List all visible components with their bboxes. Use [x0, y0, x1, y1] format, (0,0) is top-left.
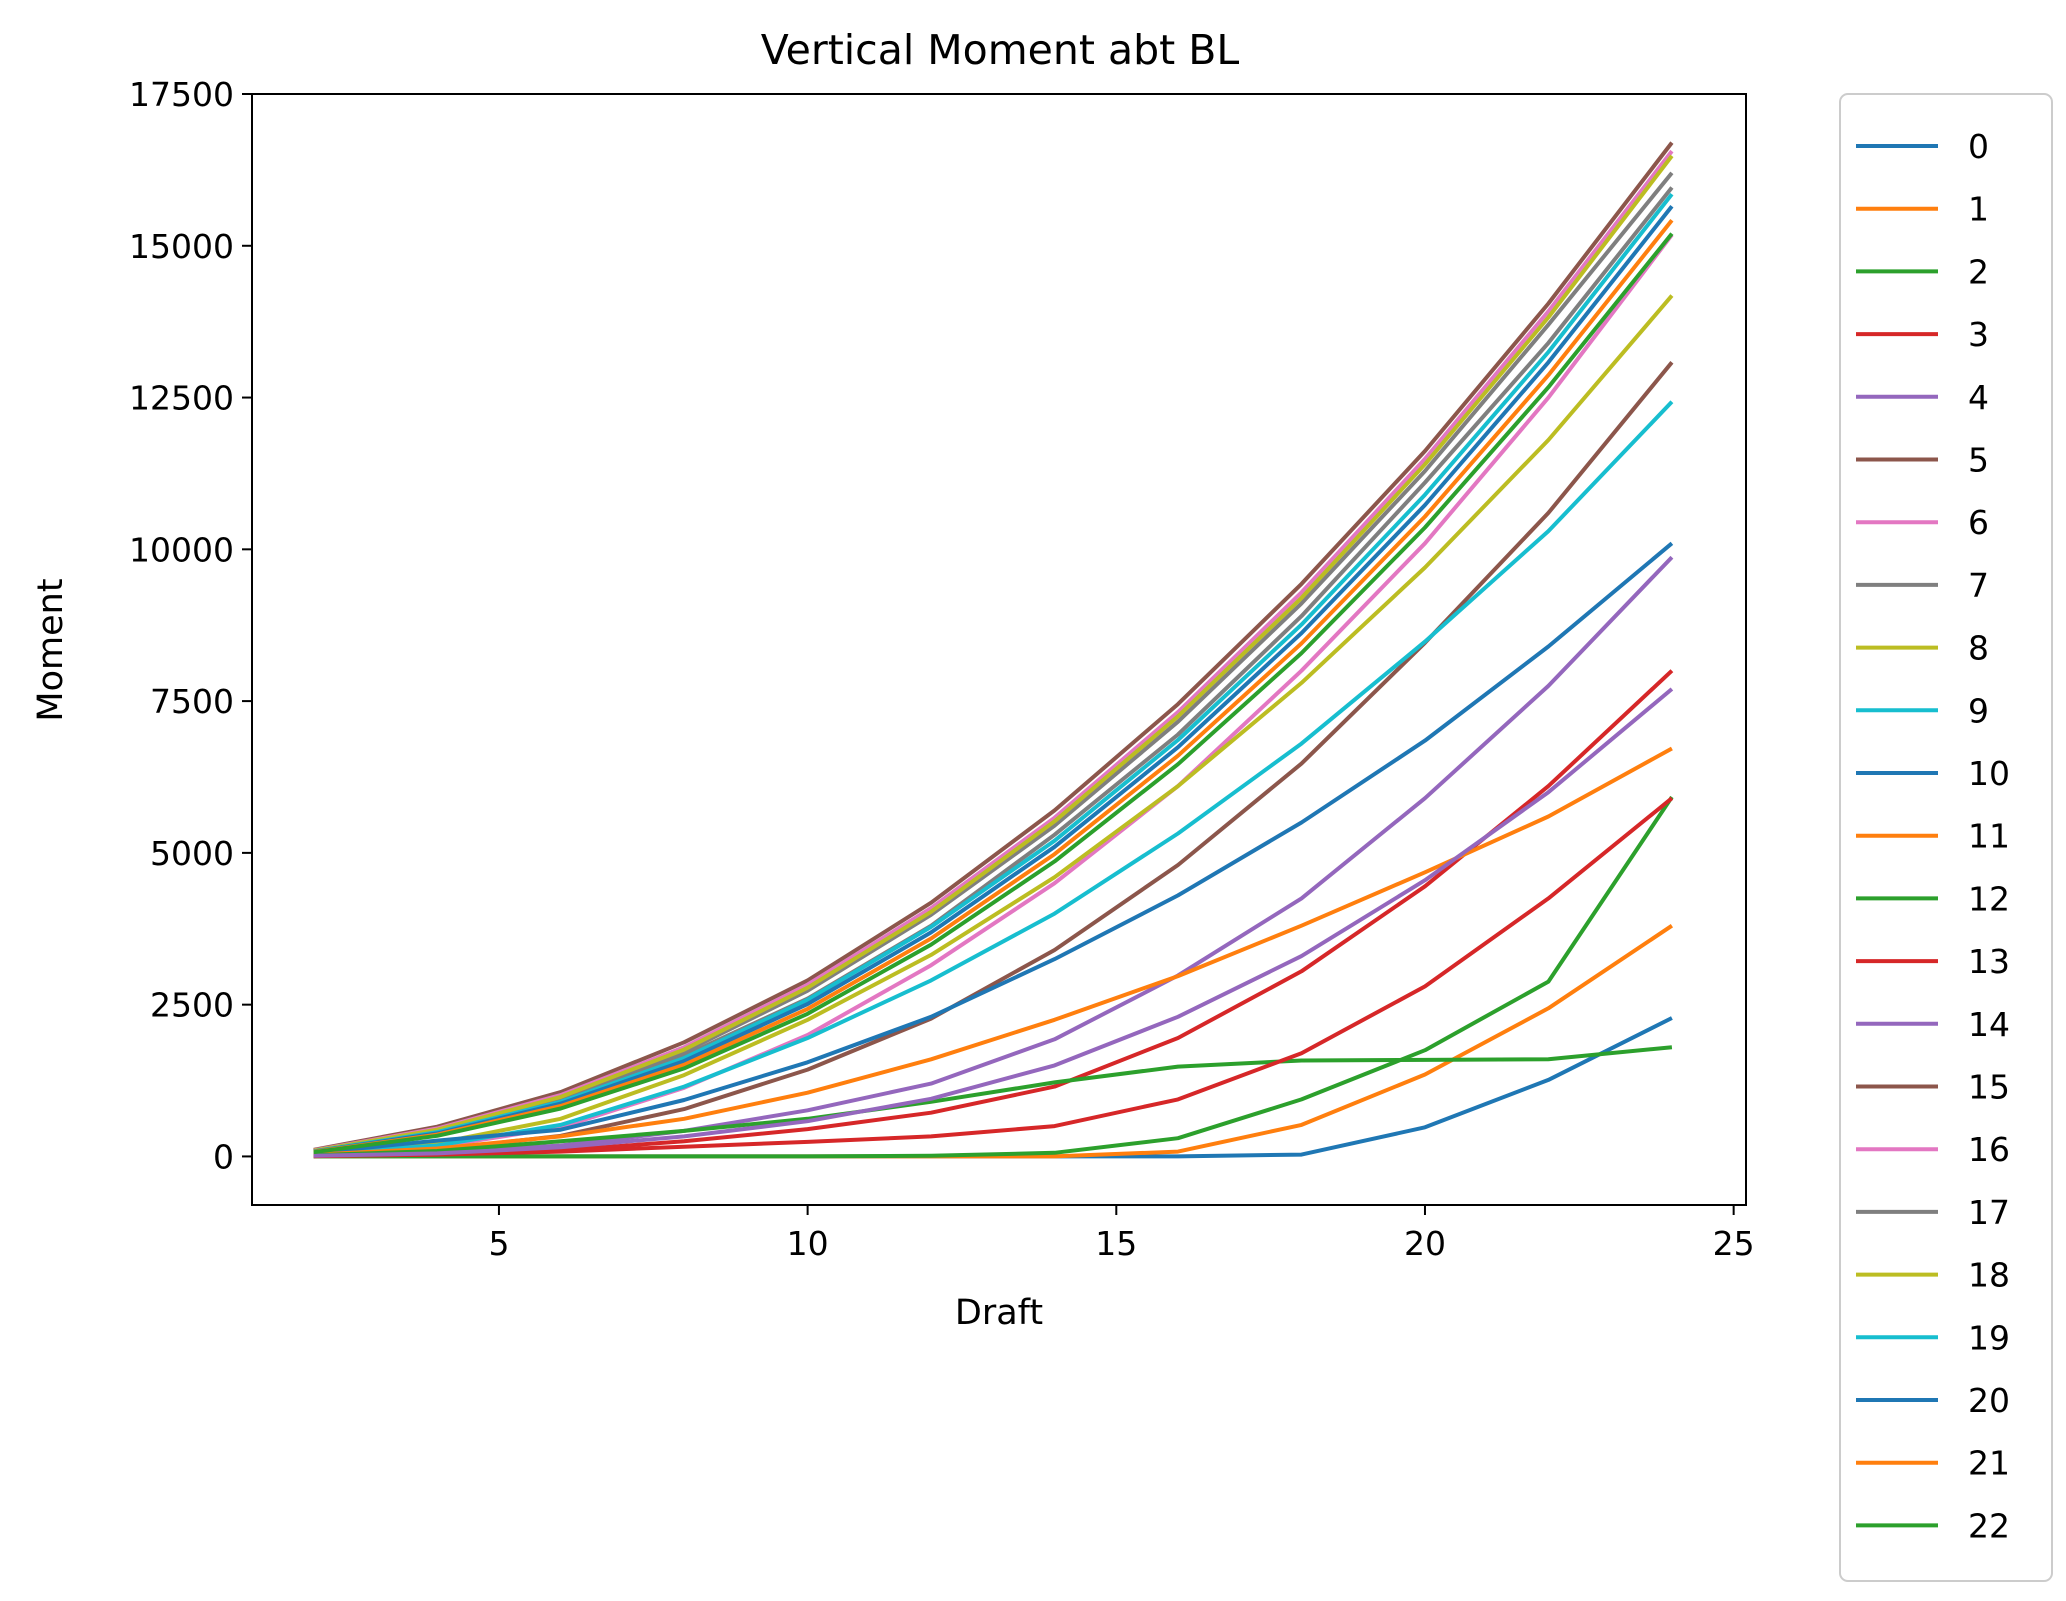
y-tick-label: 7500 — [150, 682, 234, 721]
x-tick-label: 15 — [1095, 1224, 1137, 1263]
y-axis: 0 2500 5000 7500 10000 12500 15000 17500 — [129, 75, 252, 1176]
legend-label-0: 0 — [1968, 127, 1989, 166]
series-line-16 — [313, 149, 1674, 1153]
legend-label-3: 3 — [1968, 315, 1989, 354]
plot-area — [251, 93, 1747, 1206]
legend-label-1: 1 — [1968, 190, 1989, 229]
legend-label-22: 22 — [1968, 1506, 2010, 1545]
series-line-18 — [313, 154, 1674, 1153]
x-tick-label: 25 — [1713, 1224, 1755, 1263]
series-line-2 — [313, 795, 1674, 1159]
legend-label-12: 12 — [1968, 879, 2010, 918]
legend-label-11: 11 — [1968, 817, 2010, 856]
x-axis-label: Draft — [955, 1293, 1043, 1333]
chart-title: Vertical Moment abt BL — [761, 26, 1240, 74]
series-line-21 — [313, 219, 1674, 1154]
legend-label-6: 6 — [1968, 503, 1989, 542]
y-tick-label: 10000 — [129, 530, 234, 569]
legend-label-14: 14 — [1968, 1005, 2010, 1044]
x-tick-label: 20 — [1404, 1224, 1446, 1263]
series-line-19 — [313, 192, 1674, 1154]
series-line-14 — [313, 687, 1674, 1158]
y-tick-label: 12500 — [129, 379, 234, 418]
legend-label-2: 2 — [1968, 252, 1989, 291]
y-axis-label: Moment — [31, 578, 71, 721]
x-tick-label: 5 — [488, 1224, 509, 1263]
legend-label-17: 17 — [1968, 1193, 2010, 1232]
series-line-17 — [313, 171, 1674, 1153]
legend-label-18: 18 — [1968, 1256, 2010, 1295]
legend-label-4: 4 — [1968, 378, 1989, 417]
series-line-7 — [313, 186, 1674, 1153]
legend-label-5: 5 — [1968, 441, 1989, 480]
legend-label-10: 10 — [1968, 754, 2010, 793]
series-line-20 — [313, 205, 1674, 1154]
y-tick-label: 15000 — [129, 227, 234, 266]
legend-label-20: 20 — [1968, 1381, 2010, 1420]
x-tick-label: 10 — [787, 1224, 829, 1263]
y-tick-label: 5000 — [150, 834, 234, 873]
series-layer — [313, 141, 1674, 1159]
series-line-6 — [313, 233, 1674, 1157]
series-line-8 — [313, 294, 1674, 1156]
series-line-12 — [313, 1045, 1673, 1158]
legend-label-16: 16 — [1968, 1130, 2010, 1169]
x-axis: 5 10 15 20 25 — [488, 1205, 1755, 1263]
legend-label-8: 8 — [1968, 629, 1989, 668]
legend-label-15: 15 — [1968, 1068, 2010, 1107]
series-line-10 — [313, 541, 1674, 1155]
y-tick-label: 0 — [213, 1137, 234, 1176]
series-line-22 — [313, 232, 1674, 1155]
legend-label-13: 13 — [1968, 942, 2010, 981]
legend-label-7: 7 — [1968, 566, 1989, 605]
legend-label-21: 21 — [1968, 1444, 2010, 1483]
y-tick-label: 17500 — [129, 75, 234, 114]
legend-label-19: 19 — [1968, 1318, 2010, 1357]
legend-label-9: 9 — [1968, 691, 1989, 730]
series-line-13 — [313, 796, 1674, 1159]
series-line-11 — [313, 746, 1673, 1157]
series-line-15 — [313, 141, 1674, 1152]
legend-box — [1839, 93, 2053, 1582]
series-line-9 — [313, 400, 1674, 1156]
y-tick-label: 2500 — [150, 986, 234, 1025]
plot-frame — [251, 93, 1747, 1206]
